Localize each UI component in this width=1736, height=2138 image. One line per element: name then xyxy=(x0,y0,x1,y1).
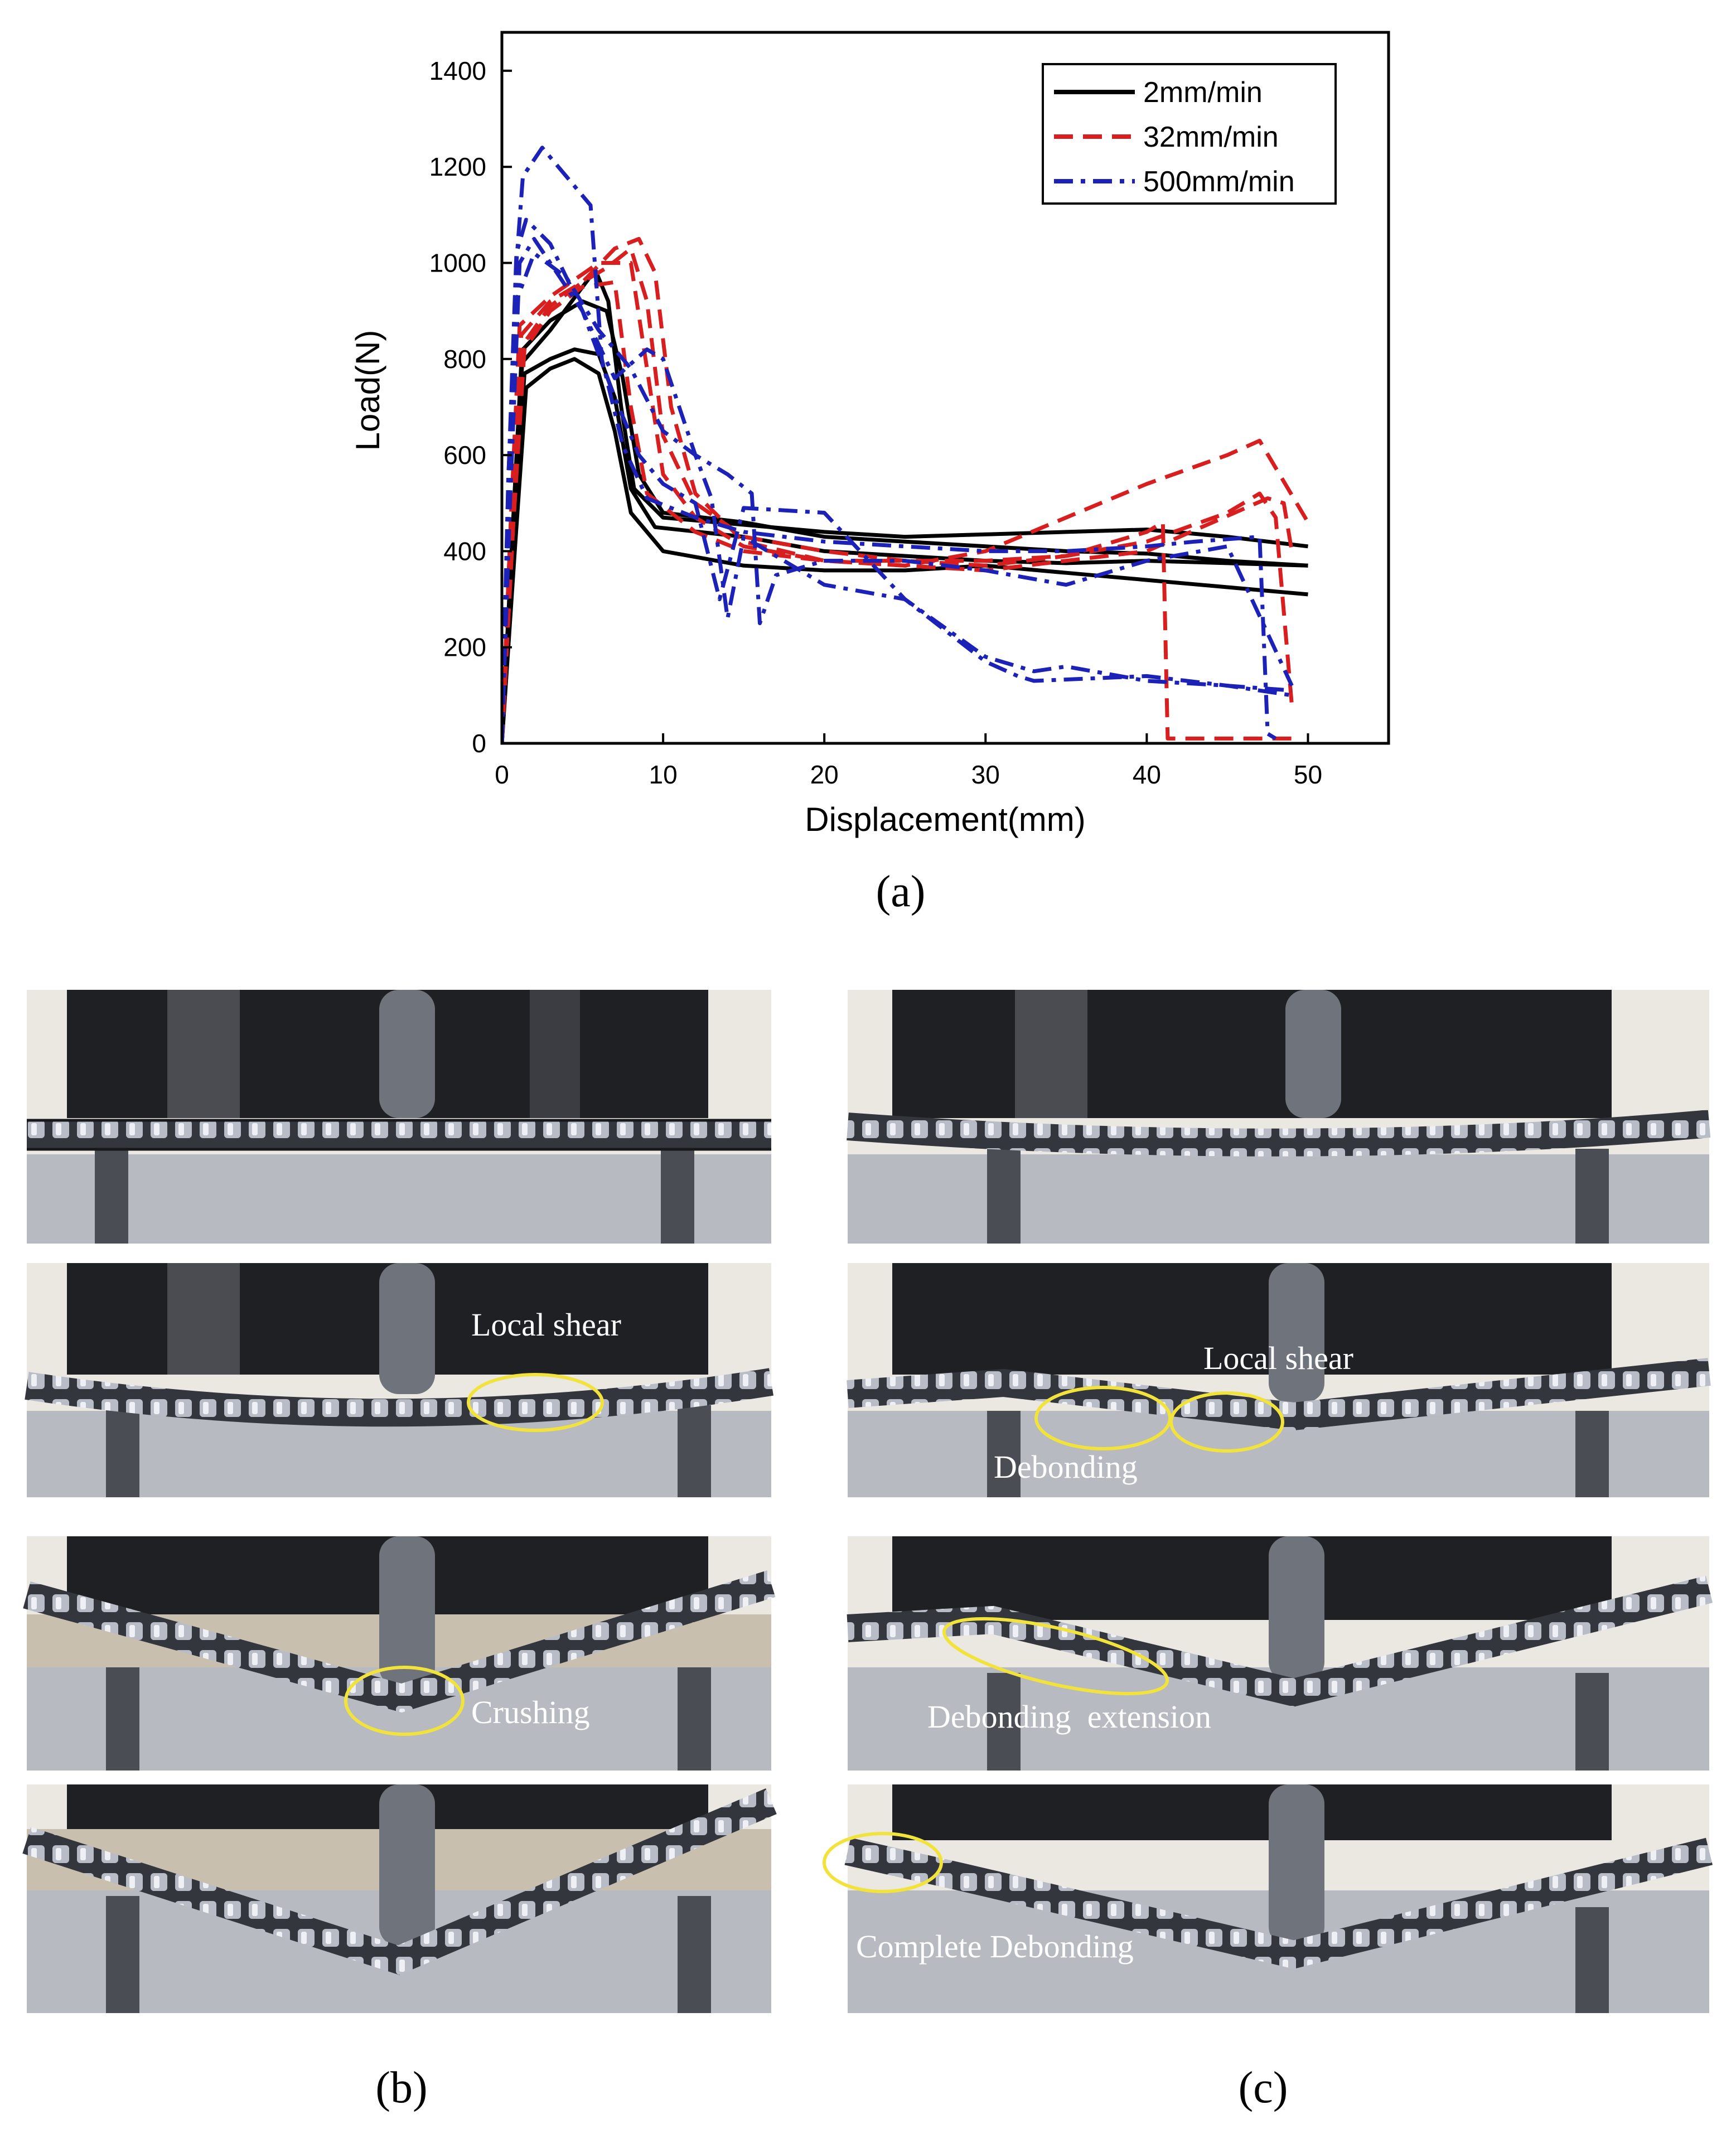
chart-panel-a: 0 10 20 30 40 50 0 200 400 600 800 1000 1200 1400 Di… xyxy=(349,31,1390,916)
caption-c: (c) xyxy=(1239,2063,1288,2112)
highlight-ellipse xyxy=(823,1832,943,1893)
legend-items: 2mm/min 32mm/min 500mm/min xyxy=(1054,76,1295,198)
indenter xyxy=(1269,1263,1324,1402)
sandwich-beam xyxy=(22,1788,777,1975)
sandwich-beam xyxy=(847,1358,1711,1431)
legend-label: 2mm/min xyxy=(1143,76,1263,109)
y-tick-label: 600 xyxy=(443,441,486,470)
photo-c2: Local shear Debonding xyxy=(847,1263,1711,1497)
x-tick-label: 30 xyxy=(971,760,1000,789)
y-axis-ticks: 0 200 400 600 800 1000 1200 1400 xyxy=(429,56,512,758)
label-crushing: Crushing xyxy=(471,1694,590,1730)
x-axis-ticks: 0 10 20 30 40 50 xyxy=(495,733,1322,789)
label-debonding: Debonding xyxy=(994,1449,1138,1485)
series-2-curve-1 xyxy=(502,236,1310,743)
indenter xyxy=(1285,990,1341,1118)
sandwich-beam xyxy=(23,1570,776,1713)
highlight-ellipse xyxy=(467,1373,604,1432)
indenter xyxy=(1269,1784,1324,1946)
x-axis-label: Displacement(mm) xyxy=(805,801,1085,838)
highlight-ellipse xyxy=(344,1666,465,1736)
y-tick-label: 1400 xyxy=(429,56,486,85)
series-3-curve-3 xyxy=(502,251,1293,743)
y-tick-label: 1200 xyxy=(429,152,486,181)
plot-frame xyxy=(500,31,1390,745)
series-3-curve-4 xyxy=(502,236,1292,743)
photo-c4: Complete Debonding xyxy=(823,1784,1713,2013)
photo-c3: Debonding extension xyxy=(847,1536,1713,1771)
series-1-curve-1 xyxy=(502,268,1308,743)
photo-panel-b: Local shear Crushing (b) xyxy=(22,990,777,2112)
photo-b2: Local shear xyxy=(25,1263,773,1497)
photo-c1 xyxy=(847,990,1711,1244)
indenter xyxy=(379,990,435,1118)
caption-a: (a) xyxy=(876,867,926,916)
caption-b: (b) xyxy=(375,2063,427,2112)
x-tick-label: 20 xyxy=(810,760,839,789)
y-tick-label: 1000 xyxy=(429,249,486,278)
legend-label: 500mm/min xyxy=(1143,166,1295,198)
legend: 2mm/min 32mm/min 500mm/min xyxy=(1042,63,1337,205)
chart-curves xyxy=(502,146,1310,743)
indenter xyxy=(379,1784,435,1946)
series-2-curve-4 xyxy=(502,280,1294,743)
x-tick-label: 50 xyxy=(1294,760,1322,789)
series-2-curve-2 xyxy=(502,261,1292,743)
indenter xyxy=(1269,1536,1324,1681)
y-tick-label: 200 xyxy=(443,633,486,662)
y-tick-label: 800 xyxy=(443,345,486,374)
sandwich-beam xyxy=(844,1837,1713,1969)
indenter xyxy=(379,1263,435,1394)
highlight-ellipse xyxy=(1169,1391,1284,1453)
sandwich-beam xyxy=(25,1368,773,1427)
series-1-curve-3 xyxy=(502,347,1308,743)
label-debonding-extension: Debonding extension xyxy=(927,1699,1211,1735)
sandwich-beam xyxy=(847,1110,1711,1157)
label-local-shear-b: Local shear xyxy=(471,1307,621,1343)
photo-panel-c: Local shear Debonding Debonding extensio… xyxy=(823,990,1713,2112)
legend-label: 32mm/min xyxy=(1143,121,1279,153)
label-complete-debonding: Complete Debonding xyxy=(856,1928,1134,1965)
label-local-shear-c: Local shear xyxy=(1203,1340,1353,1376)
series-1-curve-4 xyxy=(502,357,1308,743)
legend-box xyxy=(1042,63,1337,205)
series-1-curve-2 xyxy=(502,299,1308,743)
highlight-ellipse xyxy=(942,1617,1169,1696)
series-3-curve-2 xyxy=(502,217,1294,743)
photo-b4 xyxy=(22,1784,777,2013)
x-tick-label: 10 xyxy=(649,760,678,789)
x-tick-label: 40 xyxy=(1133,760,1161,789)
x-tick-label: 0 xyxy=(495,760,509,789)
photo-b3: Crushing xyxy=(23,1536,776,1771)
photo-b1 xyxy=(27,990,771,1244)
indenter xyxy=(379,1536,435,1687)
y-axis-label: Load(N) xyxy=(349,330,386,451)
series-2-curve-3 xyxy=(502,246,1294,743)
series-3-curve-1 xyxy=(502,146,1277,743)
y-tick-label: 400 xyxy=(443,536,486,565)
y-tick-label: 0 xyxy=(472,729,486,758)
